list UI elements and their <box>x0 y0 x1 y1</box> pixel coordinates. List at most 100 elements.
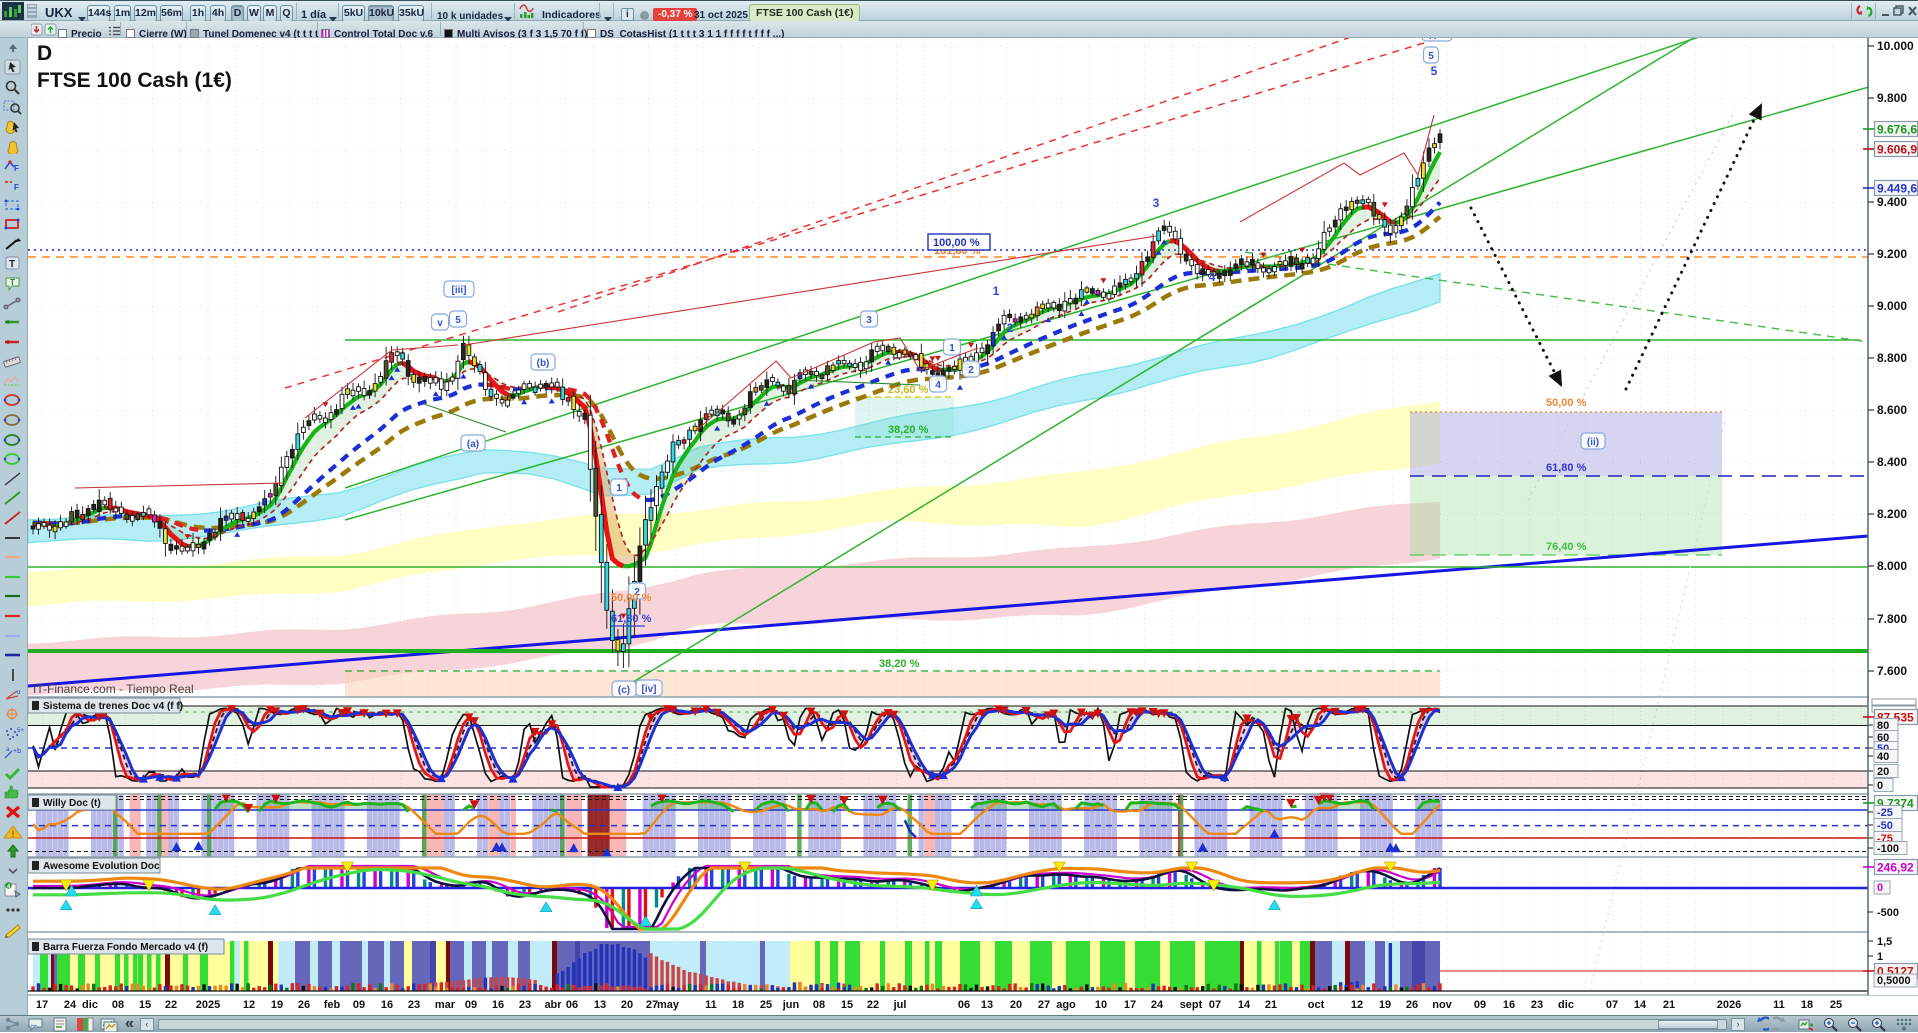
svg-text:11: 11 <box>705 999 717 1011</box>
svg-text:8.400: 8.400 <box>1877 455 1907 469</box>
svg-text:20: 20 <box>1010 999 1022 1011</box>
svg-text:4: 4 <box>1209 270 1216 284</box>
svg-text:5+: 5+ <box>17 728 24 734</box>
svg-text:...: ... <box>31 1021 37 1028</box>
svg-text:8.200: 8.200 <box>1877 507 1907 521</box>
svg-text:[iv]: [iv] <box>642 684 657 695</box>
svg-text:-100: -100 <box>1877 843 1899 855</box>
svg-text:!: ! <box>12 829 15 839</box>
svg-text:9.000: 9.000 <box>1877 299 1907 313</box>
svg-text:23: 23 <box>1531 999 1543 1011</box>
svg-text:26: 26 <box>298 999 310 1011</box>
svg-text:1: 1 <box>993 284 1000 298</box>
svg-text:[iii]: [iii] <box>452 285 467 296</box>
svg-text:16: 16 <box>381 999 393 1011</box>
svg-text:v: v <box>437 318 443 329</box>
svg-text:α: α <box>17 690 21 696</box>
svg-text:Awesome Evolution Doc: Awesome Evolution Doc <box>43 861 160 872</box>
svg-text:27: 27 <box>646 999 658 1011</box>
svg-text:50,00 %: 50,00 % <box>611 592 652 604</box>
svg-text:38,20 %: 38,20 % <box>879 658 920 670</box>
svg-text:may: may <box>657 999 680 1011</box>
svg-text:0: 0 <box>1877 882 1883 894</box>
svg-text:(c): (c) <box>618 685 630 696</box>
svg-text:9.400: 9.400 <box>1877 195 1907 209</box>
svg-text:abr: abr <box>544 999 562 1011</box>
svg-text:21: 21 <box>1663 999 1675 1011</box>
svg-text:08: 08 <box>112 999 124 1011</box>
svg-text:ago: ago <box>1056 999 1076 1011</box>
svg-text:22: 22 <box>165 999 177 1011</box>
svg-text:25: 25 <box>760 999 772 1011</box>
svg-text:F: F <box>14 164 19 173</box>
svg-text:7.800: 7.800 <box>1877 612 1907 626</box>
svg-text:3: 3 <box>1153 196 1160 210</box>
svg-text:13: 13 <box>981 999 993 1011</box>
svg-text:1,5: 1,5 <box>1877 936 1892 948</box>
svg-text:10.000: 10.000 <box>1877 39 1914 53</box>
svg-text:0: 0 <box>1877 780 1883 792</box>
svg-text:80: 80 <box>1877 720 1889 732</box>
svg-text:(b): (b) <box>537 358 550 369</box>
svg-text:12: 12 <box>243 999 255 1011</box>
svg-text:(i) ?: (i) ? <box>1428 38 1446 40</box>
svg-text:mar: mar <box>435 999 456 1011</box>
svg-text:08: 08 <box>813 999 825 1011</box>
svg-text:2026: 2026 <box>1717 999 1741 1011</box>
svg-text:5: 5 <box>1428 51 1434 62</box>
svg-text:76,40 %: 76,40 % <box>1546 541 1587 553</box>
svg-text:18: 18 <box>732 999 744 1011</box>
svg-text:25: 25 <box>1830 999 1842 1011</box>
svg-text:T: T <box>10 278 15 287</box>
svg-text:+b: +b <box>13 748 21 755</box>
svg-text:4: 4 <box>935 380 941 391</box>
svg-text:-25: -25 <box>1877 807 1893 819</box>
svg-text:2: 2 <box>634 587 640 598</box>
svg-text:61,80 %: 61,80 % <box>1546 462 1587 474</box>
svg-text:24: 24 <box>1151 999 1164 1011</box>
svg-text:23: 23 <box>519 999 531 1011</box>
svg-text:1: 1 <box>949 343 955 354</box>
svg-text:9.606,9: 9.606,9 <box>1877 143 1917 157</box>
svg-text:F: F <box>14 183 19 192</box>
svg-text:22: 22 <box>867 999 879 1011</box>
svg-text:0,5000: 0,5000 <box>1877 975 1911 987</box>
svg-text:40: 40 <box>1877 751 1889 763</box>
svg-text:14: 14 <box>1238 999 1251 1011</box>
svg-text:24: 24 <box>64 999 77 1011</box>
svg-text:07: 07 <box>1606 999 1618 1011</box>
svg-text:(ii): (ii) <box>1587 437 1599 448</box>
svg-text:23: 23 <box>408 999 420 1011</box>
svg-text:oct: oct <box>1308 999 1325 1011</box>
svg-text:9.676,6: 9.676,6 <box>1877 123 1917 137</box>
svg-text:09: 09 <box>465 999 477 1011</box>
svg-text:jun: jun <box>782 999 800 1011</box>
svg-text:2: 2 <box>1007 321 1014 335</box>
svg-text:feb: feb <box>324 999 341 1011</box>
svg-text:19: 19 <box>271 999 283 1011</box>
svg-text:07: 07 <box>1209 999 1221 1011</box>
svg-text:38,20 %: 38,20 % <box>888 424 929 436</box>
svg-text:50,00 %: 50,00 % <box>1546 397 1587 409</box>
svg-text:2: 2 <box>968 365 974 376</box>
svg-text:(a): (a) <box>467 439 479 450</box>
svg-text:12: 12 <box>1351 999 1363 1011</box>
svg-text:a: a <box>6 747 10 753</box>
svg-text:dic: dic <box>1558 999 1574 1011</box>
svg-text:14: 14 <box>1634 999 1647 1011</box>
svg-text:8.600: 8.600 <box>1877 403 1907 417</box>
svg-text:5: 5 <box>1431 64 1438 78</box>
svg-text:15: 15 <box>139 999 151 1011</box>
svg-text:13: 13 <box>594 999 606 1011</box>
svg-text:20: 20 <box>621 999 633 1011</box>
svg-text:2025: 2025 <box>196 999 220 1011</box>
svg-text:-50: -50 <box>1877 820 1893 832</box>
svg-text:4: 4 <box>7 884 11 890</box>
svg-text:T: T <box>9 259 15 270</box>
svg-text:sept: sept <box>1180 999 1203 1011</box>
svg-text:9.200: 9.200 <box>1877 247 1907 261</box>
svg-text:9.449,6: 9.449,6 <box>1877 182 1917 196</box>
svg-text:7.600: 7.600 <box>1877 664 1907 678</box>
svg-text:16: 16 <box>1503 999 1515 1011</box>
svg-text:06: 06 <box>566 999 578 1011</box>
